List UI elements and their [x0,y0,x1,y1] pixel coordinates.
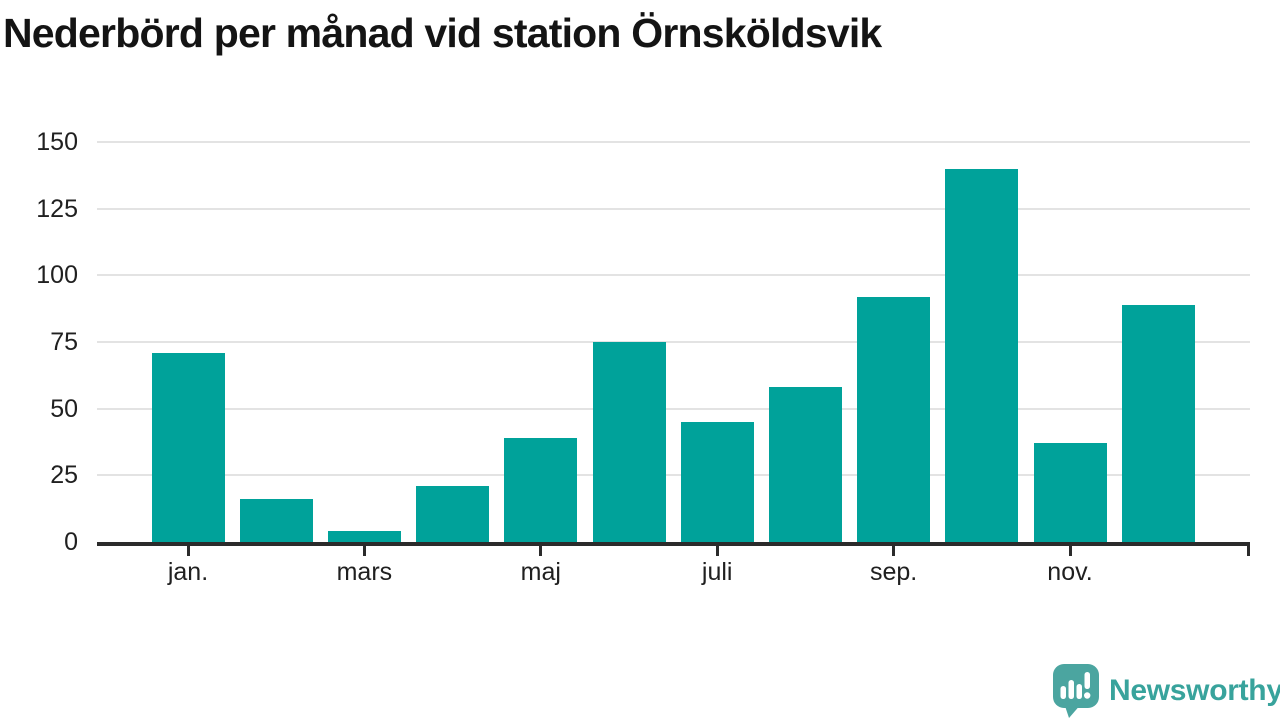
plot-area [97,142,1250,546]
x-axis-label-sep.: sep. [869,558,918,586]
bar-feb. [239,499,313,542]
y-axis-label-100: 100 [36,261,78,290]
y-axis-label-50: 50 [50,394,78,423]
axis-end-tick [1247,546,1250,556]
gridline-50 [97,407,1250,410]
x-axis-label-juli: juli [701,558,733,586]
x-axis-label-maj: maj [520,558,561,586]
y-axis-label-0: 0 [64,528,78,556]
x-axis-tick-sep. [892,546,896,556]
bar-sep. [857,296,931,542]
x-axis-tick-juli [715,546,719,556]
bar-nov. [1033,443,1107,542]
newsworthy-logo-text: Newsworthy [1109,674,1280,707]
bar-aug. [768,387,842,542]
gridline-150 [97,141,1250,143]
y-axis-label-25: 25 [50,461,78,490]
gridline-25 [97,474,1250,477]
newsworthy-bubble-chart-icon [1053,664,1099,718]
gridline-75 [97,341,1250,343]
gridline-100 [97,274,1250,277]
bar-juni [592,342,666,542]
y-axis-label-125: 125 [36,194,78,223]
bar-jan. [151,352,225,542]
x-axis-label-nov.: nov. [1047,558,1093,586]
gridline-125 [97,207,1250,210]
x-axis-label-mars: mars [336,558,393,586]
bar-okt. [945,168,1019,542]
newsworthy-logo: Newsworthy [1052,663,1280,719]
chart-title: Nederbörd per månad vid station Örnsköld… [3,10,882,56]
bar-mars [327,531,401,542]
x-axis-label-jan.: jan. [167,558,209,586]
bar-juli [680,422,754,542]
y-axis-label-75: 75 [50,328,78,356]
y-axis-label-150: 150 [36,128,78,156]
x-axis-tick-maj [539,546,543,556]
x-axis-tick-nov. [1068,546,1072,556]
x-axis-tick-jan. [186,546,190,556]
bar-maj [504,438,578,542]
bar-apr. [416,486,490,542]
bar-dec. [1121,304,1195,542]
x-axis-tick-mars [362,546,366,556]
